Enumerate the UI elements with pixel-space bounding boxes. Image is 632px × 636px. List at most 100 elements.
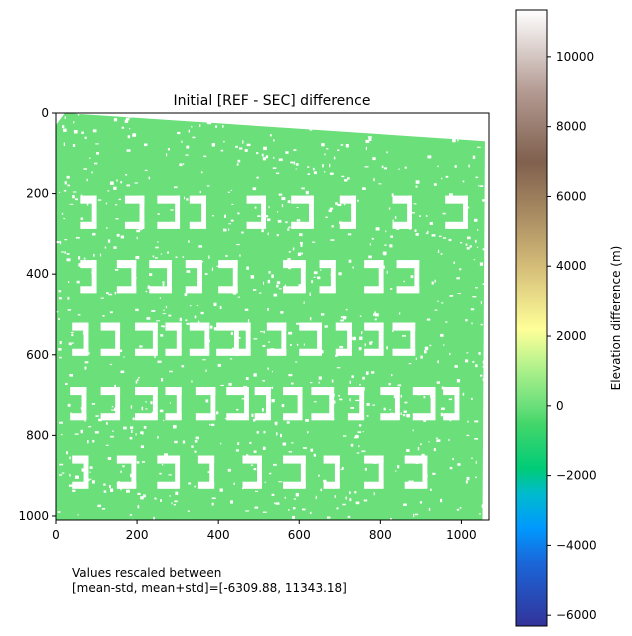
masked-pixel bbox=[106, 227, 108, 229]
masked-pixel bbox=[191, 380, 193, 383]
masked-pixel bbox=[467, 236, 471, 240]
masked-pixel bbox=[75, 236, 80, 239]
masked-pixel bbox=[171, 502, 173, 505]
masked-pixel bbox=[349, 498, 352, 502]
masked-pixel bbox=[315, 495, 318, 500]
masked-pixel bbox=[208, 339, 210, 343]
masked-pixel bbox=[437, 165, 439, 168]
masked-pixel bbox=[271, 386, 274, 389]
masked-pixel bbox=[77, 314, 81, 316]
masked-pixel bbox=[482, 365, 484, 368]
masked-pixel bbox=[365, 146, 367, 151]
masked-pixel bbox=[350, 443, 354, 447]
masked-pixel bbox=[406, 413, 411, 418]
masked-pixel bbox=[288, 373, 293, 377]
masked-pixel bbox=[83, 168, 87, 170]
masked-pixel bbox=[235, 449, 239, 452]
masked-pixel bbox=[333, 156, 336, 160]
masked-pixel bbox=[361, 450, 366, 453]
masked-pixel bbox=[250, 275, 255, 279]
masked-pixel bbox=[91, 403, 96, 405]
masked-pixel bbox=[78, 256, 81, 260]
masked-pixel bbox=[131, 429, 133, 433]
masked-pixel bbox=[318, 474, 320, 477]
masked-pixel bbox=[108, 293, 113, 296]
x-tick-label-0: 0 bbox=[52, 528, 60, 542]
masked-pixel bbox=[313, 271, 318, 275]
masked-pixel bbox=[245, 377, 249, 381]
building-gap bbox=[319, 260, 336, 294]
masked-pixel bbox=[143, 425, 147, 429]
masked-pixel bbox=[267, 307, 269, 311]
building-gap bbox=[80, 195, 97, 229]
masked-pixel bbox=[299, 233, 303, 237]
masked-pixel bbox=[126, 489, 130, 493]
colorbar: −6000 −4000 −2000 0 2000 4000 6000 8000 10000 El… bbox=[515, 9, 623, 627]
masked-pixel bbox=[480, 323, 483, 326]
masked-pixel bbox=[280, 311, 284, 314]
masked-pixel bbox=[264, 116, 267, 120]
masked-pixel bbox=[441, 125, 443, 128]
masked-pixel bbox=[303, 343, 305, 346]
masked-pixel bbox=[330, 239, 335, 241]
masked-pixel bbox=[130, 405, 133, 409]
masked-pixel bbox=[61, 251, 65, 253]
masked-pixel bbox=[373, 313, 375, 316]
masked-pixel bbox=[164, 453, 169, 456]
masked-pixel bbox=[372, 157, 376, 161]
masked-pixel bbox=[437, 300, 439, 302]
masked-pixel bbox=[63, 189, 67, 192]
masked-pixel bbox=[62, 125, 65, 129]
masked-pixel bbox=[256, 176, 259, 179]
masked-pixel bbox=[59, 463, 64, 466]
masked-pixel bbox=[202, 359, 206, 361]
masked-pixel bbox=[154, 257, 158, 259]
masked-pixel bbox=[188, 129, 190, 133]
masked-pixel bbox=[287, 228, 290, 231]
masked-pixel bbox=[383, 265, 385, 269]
masked-pixel bbox=[105, 202, 108, 205]
masked-pixel bbox=[67, 403, 71, 407]
masked-pixel bbox=[107, 190, 110, 192]
masked-pixel bbox=[296, 343, 299, 346]
masked-pixel bbox=[206, 185, 210, 187]
masked-pixel bbox=[449, 466, 453, 470]
masked-pixel bbox=[472, 155, 476, 159]
masked-pixel bbox=[237, 117, 240, 121]
masked-pixel bbox=[363, 387, 365, 391]
masked-pixel bbox=[372, 404, 376, 406]
masked-pixel bbox=[313, 453, 316, 457]
difference-raster bbox=[56, 113, 489, 520]
masked-pixel bbox=[227, 191, 230, 193]
masked-pixel bbox=[162, 313, 166, 315]
masked-pixel bbox=[229, 358, 233, 360]
masked-pixel bbox=[72, 342, 74, 344]
masked-pixel bbox=[355, 501, 360, 505]
masked-pixel bbox=[394, 216, 397, 220]
masked-pixel bbox=[403, 280, 405, 283]
masked-pixel bbox=[205, 399, 209, 403]
masked-pixel bbox=[222, 228, 227, 232]
masked-pixel bbox=[211, 502, 214, 506]
masked-pixel bbox=[246, 266, 249, 270]
masked-pixel bbox=[126, 149, 131, 152]
masked-pixel bbox=[448, 438, 450, 442]
masked-pixel bbox=[152, 255, 155, 258]
masked-pixel bbox=[162, 420, 165, 422]
masked-pixel bbox=[272, 167, 277, 170]
masked-pixel bbox=[309, 381, 313, 384]
y-tick-label-3: 600 bbox=[26, 348, 49, 362]
masked-pixel bbox=[329, 163, 331, 168]
masked-pixel bbox=[336, 367, 341, 369]
masked-pixel bbox=[160, 253, 163, 255]
masked-pixel bbox=[74, 475, 79, 479]
masked-pixel bbox=[411, 212, 415, 214]
masked-pixel bbox=[271, 399, 275, 403]
masked-pixel bbox=[88, 426, 92, 428]
masked-pixel bbox=[414, 229, 417, 232]
masked-pixel bbox=[110, 435, 114, 438]
building-gap bbox=[226, 387, 249, 421]
masked-pixel bbox=[452, 458, 454, 461]
building-gap bbox=[234, 322, 251, 356]
